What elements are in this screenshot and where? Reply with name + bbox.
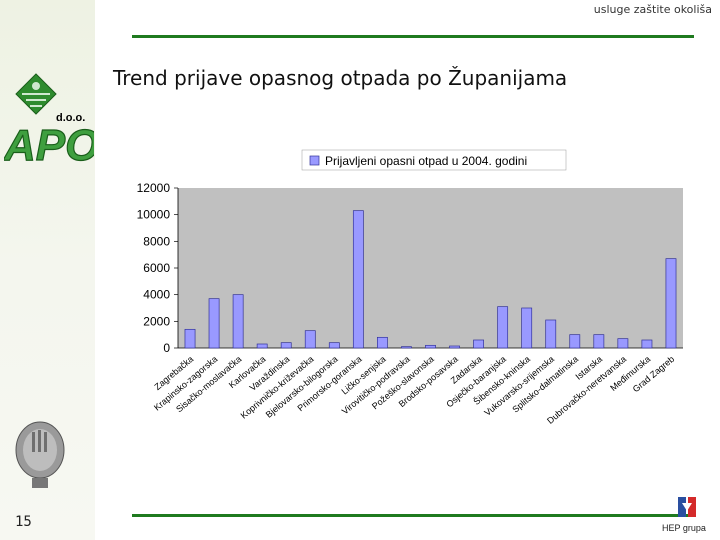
- hep-logo-icon: [678, 497, 696, 517]
- bar: [521, 307, 533, 349]
- y-tick-label: 0: [163, 341, 170, 355]
- bar: [497, 306, 509, 349]
- y-tick-label: 12000: [137, 181, 171, 195]
- bar: [425, 344, 436, 349]
- bar: [304, 330, 316, 349]
- bar: [617, 338, 629, 349]
- slide-title: Trend prijave opasnog otpada po Županija…: [113, 66, 568, 90]
- bar: [401, 346, 412, 349]
- y-tick-label: 6000: [143, 261, 170, 275]
- logo-letters-text: APO: [4, 121, 94, 166]
- plot-area: [178, 188, 683, 348]
- legend-box: [301, 149, 567, 171]
- logo-emblem-icon: [15, 73, 57, 115]
- top-divider: [132, 35, 694, 38]
- bar: [545, 319, 557, 349]
- bar: [665, 258, 677, 349]
- bar: [352, 210, 364, 349]
- bar: [328, 342, 340, 349]
- company-logo: [6, 72, 96, 168]
- bar: [208, 298, 220, 349]
- y-axis: 0 2000 4000 6000 8000 10000 12000: [137, 181, 683, 355]
- legend-swatch: [309, 155, 320, 166]
- medal-sculpture-icon: [15, 421, 65, 488]
- header-tagline: usluge zaštite okoliša: [593, 3, 712, 16]
- y-tick-label: 10000: [137, 208, 171, 222]
- bar: [184, 328, 196, 349]
- logo-letters: APO: [4, 120, 94, 166]
- bottom-divider: [132, 514, 694, 517]
- chart-container: Prijavljeni opasni otpad u 2004. godini …: [120, 148, 690, 446]
- bar: [569, 334, 581, 349]
- y-tick-label: 4000: [143, 288, 170, 302]
- y-tick-label: 8000: [143, 234, 170, 248]
- legend: Prijavljeni opasni otpad u 2004. godini: [301, 149, 567, 171]
- legend-label: Prijavljeni opasni otpad u 2004. godini: [325, 154, 527, 168]
- bar: [593, 334, 605, 349]
- bar: [449, 345, 460, 349]
- bar: [473, 339, 484, 349]
- footer-brand: HEP grupa: [662, 523, 706, 533]
- bar: [232, 294, 244, 349]
- y-tick-label: 2000: [143, 314, 170, 328]
- bar: [256, 343, 268, 349]
- bar: [280, 342, 292, 349]
- bar: [641, 339, 653, 349]
- bar-chart: Prijavljeni opasni otpad u 2004. godini …: [120, 148, 690, 446]
- logo-company-suffix: d.o.o.: [56, 112, 86, 124]
- bars-group: [184, 210, 677, 349]
- page-number: 15: [15, 514, 32, 530]
- bar: [377, 336, 388, 349]
